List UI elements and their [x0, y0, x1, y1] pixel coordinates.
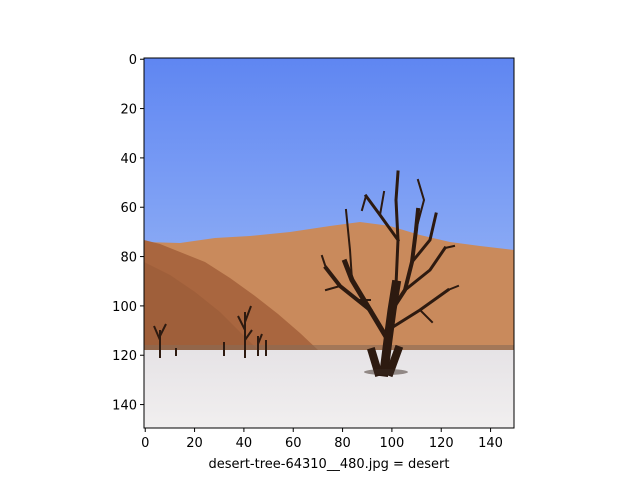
x-tick-label: 20 [186, 436, 203, 451]
y-tick-label: 100 [112, 300, 137, 315]
axes-frame [143, 57, 515, 429]
x-tick-label: 60 [285, 436, 302, 451]
small-trees [153, 305, 267, 358]
y-tick-label: 80 [120, 251, 137, 266]
y-tick-label: 40 [120, 152, 137, 167]
x-tick-label: 140 [478, 436, 503, 451]
sky [144, 58, 514, 258]
y-tick-label: 20 [120, 103, 137, 118]
photo-image [144, 58, 514, 428]
y-tick-label: 60 [120, 201, 137, 216]
y-tick-label: 140 [112, 399, 137, 414]
dune-shadow [144, 262, 258, 350]
x-tick-label: 120 [429, 436, 454, 451]
x-tick-label: 0 [141, 436, 149, 451]
x-axis-ticks: 0 20 40 60 80 100 120 140 [141, 428, 503, 451]
salt-pan [144, 350, 514, 428]
y-axis-ticks: 0 20 40 60 80 100 120 140 [112, 53, 144, 414]
x-tick-label: 100 [379, 436, 404, 451]
y-tick-label: 0 [129, 53, 137, 68]
x-tick-label: 40 [236, 436, 253, 451]
x-axis-label: desert-tree-64310__480.jpg = desert [208, 457, 449, 472]
y-tick-label: 120 [112, 349, 137, 364]
dead-tree [320, 170, 460, 378]
x-tick-label: 80 [334, 436, 351, 451]
